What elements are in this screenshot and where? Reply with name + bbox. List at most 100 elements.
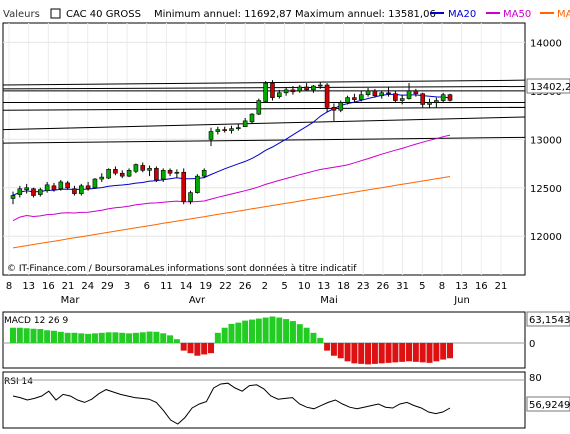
candle-body (297, 86, 303, 92)
macd-bar (85, 333, 92, 343)
macd-bar (214, 332, 221, 343)
candle-body (447, 94, 453, 101)
candle-body (393, 93, 398, 101)
macd-bar (296, 324, 303, 343)
candles (10, 80, 453, 205)
rsi-last-value: 56,9249 (529, 400, 570, 411)
candle-body (434, 100, 439, 103)
macd-bar (358, 343, 365, 364)
x-tick-label: 21 (495, 281, 508, 292)
last-price-box (526, 78, 570, 94)
valeurs-label: Valeurs (3, 9, 40, 20)
candle-body (413, 90, 419, 95)
candle-body (420, 93, 425, 105)
candle-body (365, 90, 371, 96)
macd-bar (310, 332, 317, 343)
macd-bar (262, 317, 269, 343)
candle-body (99, 176, 105, 180)
x-tick-label: 19 (199, 281, 212, 292)
macd-bar (221, 327, 228, 343)
x-axis: 8 13 16 21 24 29 3 6 11 14 19 22 26 2 5 10 13 18 23 26 31 5 8 1… (6, 281, 508, 306)
x-tick-label: 6 (144, 281, 150, 292)
valeurs-checkbox[interactable] (50, 8, 61, 19)
candle-body (58, 181, 64, 190)
candle-body (38, 189, 43, 195)
index-name: CAC 40 GROSS (66, 9, 141, 20)
macd-bar (392, 343, 399, 363)
candle-body (215, 129, 221, 132)
ma50-line (12, 134, 451, 222)
month-label: Mar (61, 295, 81, 306)
macd-bar (276, 317, 283, 343)
month-label: Mai (320, 295, 338, 306)
macd-bar (248, 319, 255, 343)
x-tick-label: 26 (377, 281, 390, 292)
candle-body (208, 131, 214, 140)
candle-body (236, 127, 241, 129)
candle-body (126, 170, 132, 177)
ma20-line (12, 93, 451, 196)
macd-bar (146, 331, 153, 343)
macd-bar (119, 332, 126, 343)
price-panel (2, 22, 526, 276)
x-tick-label: 29 (101, 281, 114, 292)
candle-body (440, 94, 446, 101)
price-tick-label: 12500 (530, 184, 562, 195)
ma50-legend-label: MA50 (503, 9, 531, 20)
macd-bar (412, 343, 419, 362)
candle-body (406, 90, 412, 99)
x-tick-label: 2 (262, 281, 268, 292)
x-tick-label: 3 (124, 281, 130, 292)
macd-bar (153, 331, 160, 343)
macd-bar (303, 327, 310, 343)
candle-body (51, 185, 57, 191)
candle-body (140, 165, 146, 171)
candle-body (352, 97, 357, 100)
candle-body (181, 171, 187, 202)
candle-body (195, 175, 200, 193)
macd-last-value: 63,1543 (529, 315, 570, 326)
macd-bar (208, 343, 215, 354)
macd-bar (30, 328, 37, 343)
x-tick-label: 13 (318, 281, 331, 292)
rsi-line (3, 379, 525, 425)
macd-bar (201, 343, 208, 355)
candle-body (263, 82, 268, 102)
macd-bar (50, 330, 57, 343)
macd-bar (16, 327, 23, 343)
x-tick-label: 21 (62, 281, 75, 292)
macd-bar (173, 339, 180, 343)
rsi-polyline (12, 382, 451, 425)
month-label: Jun (453, 295, 470, 306)
macd-bar (37, 329, 44, 343)
footer-note: © IT-Finance.com / BoursoramaLes informa… (7, 263, 357, 274)
candle-body (154, 168, 159, 181)
trend-line (2, 106, 526, 111)
macd-bar (242, 320, 249, 343)
x-tick-label: 5 (281, 281, 287, 292)
macd-bar (324, 343, 331, 351)
macd-bar (126, 333, 133, 343)
macd-bar (406, 343, 413, 362)
candle-body (119, 172, 125, 177)
month-label: Avr (189, 295, 206, 306)
candle-body (44, 184, 50, 191)
macd-histogram (3, 316, 525, 365)
candle-body (304, 86, 309, 91)
macd-bar (385, 343, 392, 363)
macd-bar (10, 327, 16, 343)
x-tick-label: 8 (439, 281, 445, 292)
x-tick-label: 23 (357, 281, 370, 292)
candle-body (160, 170, 166, 180)
macd-value-box (526, 311, 570, 327)
macd-bar (447, 343, 453, 359)
macd-zero-tick: 0 (529, 339, 535, 350)
rsi-80-tick: 80 (529, 373, 542, 384)
ma100-line (12, 176, 451, 249)
macd-bar (139, 332, 146, 343)
candle-body (399, 98, 405, 101)
candle-body (276, 92, 282, 97)
rsi-value-box (526, 396, 570, 412)
x-tick-label: 22 (219, 281, 232, 292)
